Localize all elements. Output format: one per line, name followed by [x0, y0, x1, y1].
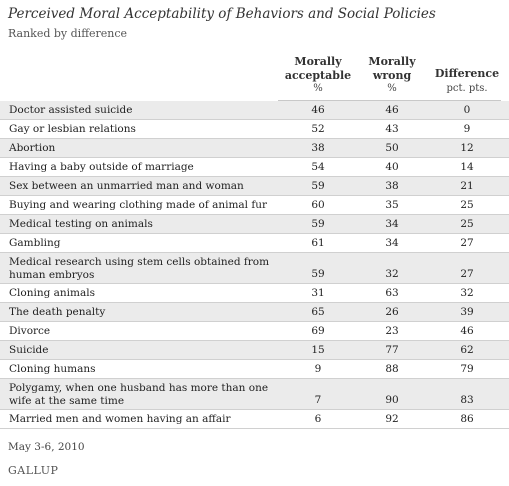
- acceptable-cell: 46: [311, 104, 325, 116]
- table-row: The death penalty 65 26 39: [0, 303, 509, 322]
- acceptable-cell: 38: [311, 142, 325, 154]
- difference-cell: 62: [460, 344, 474, 356]
- table-row: Suicide 15 77 62: [0, 341, 509, 360]
- table-row: Having a baby outside of marriage 54 40 …: [0, 158, 509, 177]
- row-label: Doctor assisted suicide: [9, 104, 133, 116]
- wrong-cell: 43: [385, 123, 399, 135]
- table-row: Sex between an unmarried man and woman 5…: [0, 177, 509, 196]
- row-label: Polygamy, when one husband has more than…: [9, 382, 269, 407]
- row-label: Medical testing on animals: [9, 218, 153, 230]
- wrong-cell: 35: [385, 199, 399, 211]
- row-label: Gay or lesbian relations: [9, 123, 136, 135]
- wrong-cell: 23: [385, 325, 399, 337]
- wrong-cell: 90: [385, 394, 399, 406]
- difference-cell: 25: [460, 199, 474, 211]
- wrong-cell: 38: [385, 180, 399, 192]
- table-row: Divorce 69 23 46: [0, 322, 509, 341]
- acceptable-cell: 61: [311, 237, 325, 249]
- acceptable-cell: 65: [311, 306, 325, 318]
- wrong-cell: 34: [385, 218, 399, 230]
- difference-cell: 79: [460, 363, 474, 375]
- table-row: Married men and women having an affair 6…: [0, 410, 509, 429]
- difference-cell: 27: [460, 237, 474, 249]
- data-table: Doctor assisted suicide 46 46 0 Gay or l…: [0, 101, 509, 429]
- acceptable-cell: 59: [311, 268, 325, 280]
- unit-difference: pct. pts.: [446, 83, 488, 94]
- acceptable-cell: 7: [314, 394, 322, 406]
- row-label: Divorce: [9, 325, 51, 337]
- difference-cell: 32: [460, 287, 474, 299]
- unit-wrong: %: [387, 83, 397, 94]
- row-label: Cloning animals: [9, 287, 95, 299]
- row-label: Cloning humans: [9, 363, 96, 375]
- difference-cell: 21: [460, 180, 474, 192]
- units-row: % % pct. pts.: [0, 78, 509, 101]
- table-row: Medical testing on animals 59 34 25: [0, 215, 509, 234]
- wrong-cell: 26: [385, 306, 399, 318]
- acceptable-cell: 59: [311, 180, 325, 192]
- row-label: Having a baby outside of marriage: [9, 161, 194, 173]
- wrong-cell: 92: [385, 413, 399, 425]
- wrong-cell: 32: [385, 268, 399, 280]
- difference-cell: 0: [463, 104, 471, 116]
- unit-acceptable: %: [313, 83, 323, 94]
- difference-cell: 12: [460, 142, 474, 154]
- column-header-difference: Difference: [434, 67, 500, 80]
- table-row: Medical research using stem cells obtain…: [0, 253, 509, 284]
- row-label: Medical research using stem cells obtain…: [9, 256, 270, 281]
- difference-cell: 86: [460, 413, 474, 425]
- wrong-cell: 88: [385, 363, 399, 375]
- column-header-acceptable: Morally acceptable: [284, 55, 352, 82]
- source-logo: GALLUP: [8, 464, 59, 477]
- row-label: Married men and women having an affair: [9, 413, 231, 425]
- difference-cell: 39: [460, 306, 474, 318]
- difference-cell: 27: [460, 268, 474, 280]
- wrong-cell: 34: [385, 237, 399, 249]
- wrong-cell: 77: [385, 344, 399, 356]
- row-label: Buying and wearing clothing made of anim…: [9, 199, 268, 211]
- acceptable-cell: 54: [311, 161, 325, 173]
- column-header-wrong: Morally wrong: [368, 55, 416, 82]
- table-subtitle: Ranked by difference: [8, 27, 128, 40]
- table-row: Gambling 61 34 27: [0, 234, 509, 253]
- table-row: Gay or lesbian relations 52 43 9: [0, 120, 509, 139]
- acceptable-cell: 60: [311, 199, 325, 211]
- table-row: Cloning animals 31 63 32: [0, 284, 509, 303]
- table-row: Abortion 38 50 12: [0, 139, 509, 158]
- difference-cell: 25: [460, 218, 474, 230]
- difference-cell: 9: [463, 123, 471, 135]
- acceptable-cell: 31: [311, 287, 325, 299]
- row-label: Abortion: [9, 142, 56, 154]
- survey-date: May 3-6, 2010: [8, 441, 85, 453]
- wrong-cell: 63: [385, 287, 399, 299]
- wrong-cell: 40: [385, 161, 399, 173]
- row-label: The death penalty: [9, 306, 106, 318]
- table-row: Cloning humans 9 88 79: [0, 360, 509, 379]
- table-row: Doctor assisted suicide 46 46 0: [0, 101, 509, 120]
- acceptable-cell: 52: [311, 123, 325, 135]
- table-title: Perceived Moral Acceptability of Behavio…: [8, 6, 436, 22]
- table-row: Buying and wearing clothing made of anim…: [0, 196, 509, 215]
- wrong-cell: 46: [385, 104, 399, 116]
- wrong-cell: 50: [385, 142, 399, 154]
- divider: [278, 100, 501, 101]
- acceptable-cell: 9: [314, 363, 322, 375]
- difference-cell: 14: [460, 161, 474, 173]
- table-row: Polygamy, when one husband has more than…: [0, 379, 509, 410]
- row-label: Suicide: [9, 344, 49, 356]
- acceptable-cell: 6: [314, 413, 322, 425]
- acceptable-cell: 59: [311, 218, 325, 230]
- row-label: Gambling: [9, 237, 61, 249]
- row-label: Sex between an unmarried man and woman: [9, 180, 244, 192]
- difference-cell: 83: [460, 394, 474, 406]
- acceptable-cell: 15: [311, 344, 325, 356]
- acceptable-cell: 69: [311, 325, 325, 337]
- difference-cell: 46: [460, 325, 474, 337]
